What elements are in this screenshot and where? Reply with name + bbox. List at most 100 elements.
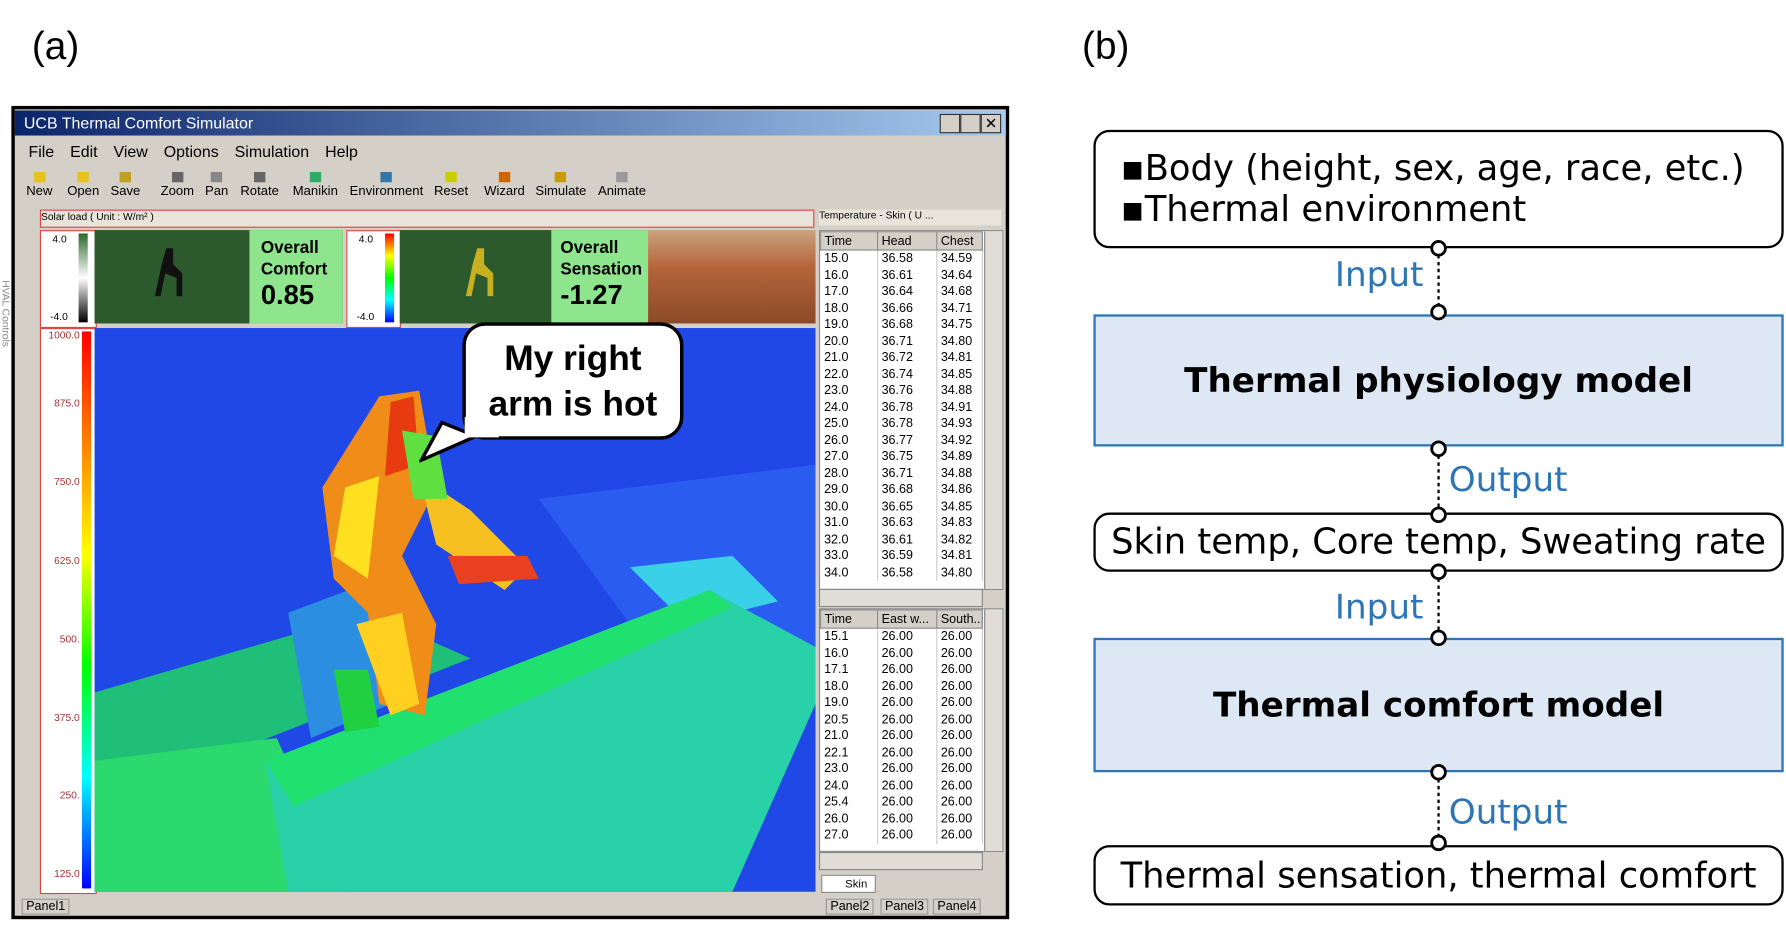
table-cell: 36.78 xyxy=(877,415,938,433)
table-cell: 26.00 xyxy=(936,793,983,811)
table-cell: 25.4 xyxy=(820,793,879,811)
arrow-label: Output xyxy=(1448,460,1568,501)
table-row: 32.0 36.61 34.82 xyxy=(820,531,983,548)
table-cell: 36.71 xyxy=(877,465,938,482)
table-row: 30.0 36.65 34.85 xyxy=(820,498,983,515)
scale-label: 4.0 xyxy=(358,233,374,245)
minimize-button[interactable] xyxy=(939,113,961,134)
table-cell: 34.80 xyxy=(936,333,983,350)
scale-label: 4.0 xyxy=(52,233,67,245)
column-header: East w... xyxy=(877,609,938,629)
scale-label: 250. xyxy=(59,789,80,801)
maximize-button[interactable] xyxy=(960,113,981,134)
v-scrollbar[interactable] xyxy=(984,231,1003,589)
menu-item[interactable]: View xyxy=(113,142,148,161)
toolbar-icon xyxy=(171,171,184,183)
toolbar-button[interactable]: New xyxy=(26,169,52,205)
close-button[interactable]: ✕ xyxy=(980,113,1002,134)
toolbar-button[interactable]: Reset xyxy=(434,169,468,205)
speech-bubble: My right arm is hot xyxy=(462,322,684,440)
bullet-item: ▪Body (height, sex, age, race, etc.) xyxy=(1120,148,1745,190)
table-row: 17.1 26.00 26.00 xyxy=(820,661,983,679)
h-scrollbar[interactable] xyxy=(818,588,983,608)
table-cell: 26.0 xyxy=(820,432,879,449)
header-text: Temperature - Skin ( U ... xyxy=(818,209,934,221)
menu-item[interactable]: Options xyxy=(163,142,219,161)
sensation-label: Overall Sensation xyxy=(560,238,643,280)
menu-item[interactable]: Help xyxy=(325,142,358,161)
table-cell: 26.00 xyxy=(936,727,983,745)
toolbar-icon xyxy=(253,171,266,183)
table-cell: 36.77 xyxy=(877,432,938,449)
bubble-tail xyxy=(419,416,499,463)
table-cell: 26.00 xyxy=(936,810,983,827)
side-text: HVAL Controls xyxy=(0,280,12,347)
app-window: UCB Thermal Comfort Simulator ✕ File Edit… xyxy=(0,105,1010,920)
toolbar-label: Open xyxy=(67,184,100,199)
table-cell: 26.00 xyxy=(936,826,983,844)
manikin-icon xyxy=(465,248,494,297)
table-cell: 34.59 xyxy=(936,250,983,268)
table-cell: 26.00 xyxy=(877,826,938,844)
toolbar-button[interactable]: Save xyxy=(110,169,140,205)
model-text: Thermal physiology model xyxy=(1184,360,1693,401)
column-header: Time xyxy=(820,231,879,251)
toolbar-label: Manikin xyxy=(292,184,338,199)
table-cell: 36.58 xyxy=(877,564,938,581)
toolbar-button[interactable]: Zoom xyxy=(161,169,194,205)
toolbar-icon xyxy=(380,171,393,183)
table-cell: 26.00 xyxy=(936,760,983,778)
table-cell: 24.0 xyxy=(820,777,879,794)
table-cell: 33.0 xyxy=(820,547,879,565)
v-scrollbar[interactable] xyxy=(984,609,1003,851)
scale-panel: 4.0 -4.0 xyxy=(39,230,97,329)
header-row: Time Head Chest xyxy=(820,231,983,251)
toolbar-button[interactable]: Simulate xyxy=(535,169,586,205)
table-row: 22.0 36.74 34.85 xyxy=(820,366,983,383)
toolbar-icon xyxy=(33,171,45,183)
table-cell: 26.00 xyxy=(877,744,938,761)
toolbar-icon xyxy=(445,171,457,183)
scale-label: 875.0 xyxy=(54,397,80,409)
scale-label: 125.0 xyxy=(54,867,80,880)
table-cell: 36.61 xyxy=(877,267,938,284)
table-cell: 20.5 xyxy=(820,711,879,728)
toolbar-button[interactable]: Pan xyxy=(205,169,228,205)
toolbar-icon xyxy=(119,171,132,183)
table-cell: 21.0 xyxy=(820,349,879,367)
sensation-box: Overall Sensation -1.27 xyxy=(551,230,649,324)
table-cell: 34.89 xyxy=(936,448,983,466)
scale-label: 375.0 xyxy=(54,711,80,724)
toolbar-label: New xyxy=(26,184,53,199)
menu-item[interactable]: Edit xyxy=(70,142,98,161)
toolbar-label: Reset xyxy=(433,184,469,199)
toolbar-button[interactable]: Wizard xyxy=(484,169,525,205)
table-cell: 36.78 xyxy=(877,399,938,416)
toolbar-button[interactable]: Animate xyxy=(598,169,646,205)
table-cell: 34.68 xyxy=(936,283,983,301)
column-header: Chest xyxy=(936,231,983,251)
table-row: 26.0 26.00 26.00 xyxy=(820,810,983,827)
table-cell: 26.00 xyxy=(877,694,938,712)
status-bar: Panel1 Panel2 Panel3 Panel4 xyxy=(15,898,1006,916)
table-cell: 34.0 xyxy=(820,564,879,581)
toolbar-label: Zoom xyxy=(160,184,195,199)
status-panel: Panel1 xyxy=(21,898,70,915)
toolbar-icon xyxy=(555,171,567,183)
panel-label: (a) xyxy=(31,25,80,69)
title-bar: UCB Thermal Comfort Simulator ✕ xyxy=(14,110,1006,136)
table-row: 27.0 36.75 34.89 xyxy=(820,448,983,466)
toolbar-button[interactable]: Open xyxy=(67,169,99,205)
menu-item[interactable]: Simulation xyxy=(234,142,310,161)
table-cell: 36.71 xyxy=(877,333,938,350)
table-row: 29.0 36.68 34.86 xyxy=(820,481,983,499)
toolbar-button[interactable]: Rotate xyxy=(240,169,279,205)
tab[interactable]: Skin xyxy=(821,874,876,893)
toolbar-label: Save xyxy=(110,184,141,199)
scale-label: -4.0 xyxy=(356,310,375,323)
toolbar-button[interactable]: Environment xyxy=(350,169,423,205)
toolbar-button[interactable]: Manikin xyxy=(293,169,338,205)
h-scrollbar[interactable] xyxy=(818,851,983,871)
table-row: 15.0 36.58 34.59 xyxy=(820,250,983,268)
menu-item[interactable]: File xyxy=(28,142,55,161)
